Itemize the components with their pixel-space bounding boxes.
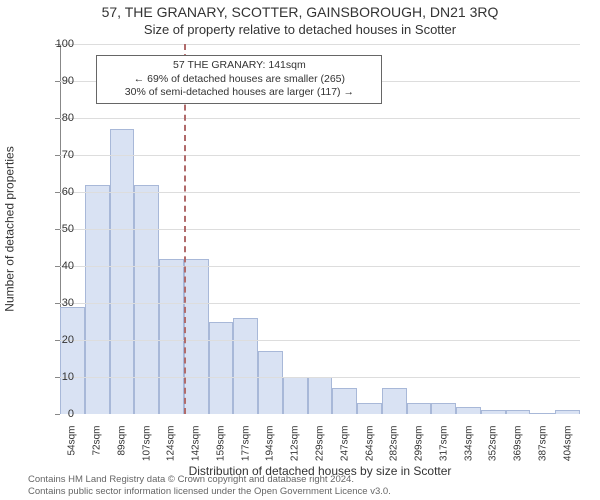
ytick-label: 100 <box>44 38 74 50</box>
xtick-label: 247sqm <box>339 426 350 466</box>
histogram-bar <box>555 410 580 414</box>
xtick-label: 212sqm <box>290 426 301 466</box>
xtick-label: 404sqm <box>562 426 573 466</box>
plot-area: 57 THE GRANARY: 141sqm← 69% of detached … <box>60 44 580 414</box>
xtick-label: 89sqm <box>116 426 127 466</box>
xtick-label: 229sqm <box>315 426 326 466</box>
gridline-h <box>60 266 580 267</box>
xtick-label: 299sqm <box>414 426 425 466</box>
xtick-label: 107sqm <box>141 426 152 466</box>
ytick-label: 60 <box>44 186 74 198</box>
histogram-bar <box>382 388 407 414</box>
footer-attribution: Contains HM Land Registry data © Crown c… <box>28 474 391 498</box>
xtick-label: 282sqm <box>389 426 400 466</box>
xtick-label: 194sqm <box>265 426 276 466</box>
annotation-box: 57 THE GRANARY: 141sqm← 69% of detached … <box>96 55 382 104</box>
histogram-bar <box>506 410 531 414</box>
histogram-bar <box>308 377 333 414</box>
chart-title-address: 57, THE GRANARY, SCOTTER, GAINSBOROUGH, … <box>0 4 600 20</box>
ytick-label: 0 <box>44 408 74 420</box>
ytick-label: 70 <box>44 149 74 161</box>
xtick-label: 264sqm <box>364 426 375 466</box>
histogram-bar <box>407 403 432 414</box>
gridline-h <box>60 44 580 45</box>
annotation-line3: 30% of semi-detached houses are larger (… <box>103 86 375 100</box>
xtick-label: 159sqm <box>215 426 226 466</box>
ytick-label: 90 <box>44 75 74 87</box>
ytick-label: 30 <box>44 297 74 309</box>
histogram-bar <box>85 185 110 414</box>
histogram-bar <box>357 403 382 414</box>
histogram-bar <box>283 377 308 414</box>
y-axis-label-container: Number of detached properties <box>2 44 18 414</box>
xtick-label: 317sqm <box>438 426 449 466</box>
annotation-line1: 57 THE GRANARY: 141sqm <box>103 59 375 73</box>
xtick-label: 177sqm <box>240 426 251 466</box>
xtick-label: 334sqm <box>463 426 474 466</box>
xtick-label: 142sqm <box>191 426 202 466</box>
chart-wrap: 57, THE GRANARY, SCOTTER, GAINSBOROUGH, … <box>0 0 600 500</box>
xtick-label: 124sqm <box>166 426 177 466</box>
xtick-label: 54sqm <box>67 426 78 466</box>
histogram-bar <box>60 307 85 414</box>
histogram-bar <box>110 129 135 414</box>
histogram-bar <box>184 259 209 414</box>
histogram-bar <box>481 410 506 414</box>
xtick-label: 352sqm <box>488 426 499 466</box>
ytick-label: 80 <box>44 112 74 124</box>
gridline-h <box>60 192 580 193</box>
gridline-h <box>60 303 580 304</box>
ytick-label: 50 <box>44 223 74 235</box>
xtick-label: 369sqm <box>513 426 524 466</box>
gridline-h <box>60 229 580 230</box>
gridline-h <box>60 155 580 156</box>
xtick-label: 387sqm <box>537 426 548 466</box>
annotation-line2: ← 69% of detached houses are smaller (26… <box>103 73 375 87</box>
gridline-h <box>60 118 580 119</box>
xtick-label: 72sqm <box>92 426 103 466</box>
histogram-bar <box>258 351 283 414</box>
histogram-bar <box>209 322 234 415</box>
histogram-bar <box>233 318 258 414</box>
gridline-h <box>60 340 580 341</box>
histogram-bar <box>456 407 481 414</box>
gridline-h <box>60 377 580 378</box>
histogram-bar <box>332 388 357 414</box>
histogram-bar <box>159 259 184 414</box>
ytick-label: 10 <box>44 371 74 383</box>
ytick-label: 20 <box>44 334 74 346</box>
histogram-bar <box>530 413 555 414</box>
footer-line2: Contains public sector information licen… <box>28 486 391 498</box>
ytick-label: 40 <box>44 260 74 272</box>
chart-title-desc: Size of property relative to detached ho… <box>0 22 600 37</box>
footer-line1: Contains HM Land Registry data © Crown c… <box>28 474 391 486</box>
y-axis-label: Number of detached properties <box>3 146 17 311</box>
histogram-bar <box>134 185 159 414</box>
histogram-bar <box>431 403 456 414</box>
